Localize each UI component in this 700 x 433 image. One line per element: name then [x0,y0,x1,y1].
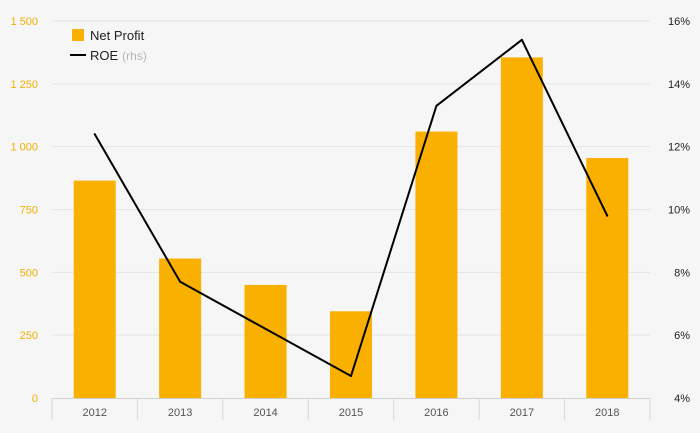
left-tick-label: 750 [20,205,38,217]
bar [159,258,202,398]
left-tick-label: 0 [32,393,38,405]
bar [586,157,629,398]
left-tick-label: 500 [20,267,38,279]
bar [73,180,116,398]
legend-swatch-net-profit [72,29,84,41]
bar [415,131,458,398]
roe-point [264,327,267,330]
x-axis: 2012 2013 2014 2015 2016 2017 2018 [51,398,651,420]
right-tick-label: 16% [668,16,690,28]
legend-label-net-profit: Net Profit [90,28,145,43]
x-tick-label: 2013 [168,407,192,419]
legend-roe-suffix: (rhs) [122,49,147,63]
right-tick-label: 8% [674,267,690,279]
x-tick-label: 2015 [339,407,363,419]
x-tick-label: 2014 [253,407,277,419]
bar [330,311,372,398]
right-tick-label: 6% [674,330,690,342]
bar [244,284,287,398]
roe-point [520,38,523,41]
legend: Net Profit ROE (rhs) [70,28,147,63]
right-y-axis: 4% 6% 8% 10% 12% 14% 16% [668,16,690,405]
bar [500,57,543,399]
roe-point [435,104,438,107]
right-tick-label: 14% [668,79,690,91]
bar-series [73,57,629,399]
roe-point [350,375,352,378]
right-tick-label: 12% [668,142,690,154]
roe-point [179,280,182,283]
roe-point [606,214,609,217]
x-tick-label: 2012 [82,407,106,419]
left-tick-label: 250 [20,330,38,342]
line-series [93,38,609,378]
roe-point [93,133,96,136]
left-tick-label: 1 250 [10,79,38,91]
x-tick-label: 2016 [424,407,448,419]
x-tick-label: 2018 [595,407,619,419]
legend-label-roe: ROE (rhs) [90,48,147,63]
right-tick-label: 10% [668,205,690,217]
x-tick-label: 2017 [510,407,534,419]
left-y-axis: 0 250 500 750 1 000 1 250 1 500 [10,16,38,405]
legend-roe-name: ROE [90,48,119,63]
left-tick-label: 1 000 [10,142,38,154]
gridlines [52,20,650,336]
right-tick-label: 4% [674,393,690,405]
left-tick-label: 1 500 [10,16,38,28]
